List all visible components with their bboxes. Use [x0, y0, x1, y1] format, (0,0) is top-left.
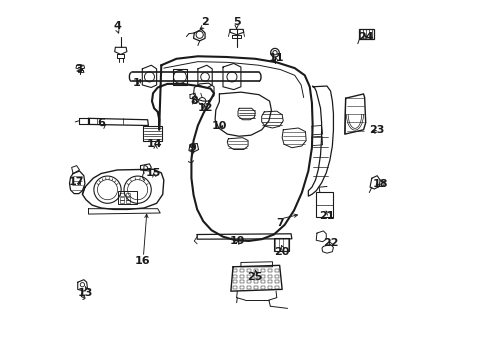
- Bar: [254, 275, 257, 278]
- Bar: [233, 280, 236, 283]
- Text: 11: 11: [268, 53, 284, 63]
- Bar: [275, 280, 278, 283]
- Bar: [126, 193, 130, 196]
- Bar: [254, 269, 257, 272]
- Bar: [261, 286, 264, 289]
- Text: 21: 21: [319, 211, 334, 221]
- Bar: [268, 280, 271, 283]
- Bar: [120, 193, 124, 196]
- Text: 22: 22: [322, 238, 338, 248]
- Text: 25: 25: [247, 272, 263, 282]
- Bar: [240, 286, 243, 289]
- Text: 10: 10: [211, 121, 226, 131]
- Text: 13: 13: [77, 288, 92, 298]
- Text: 2: 2: [201, 17, 208, 27]
- Bar: [254, 280, 257, 283]
- Bar: [261, 269, 264, 272]
- Bar: [240, 269, 243, 272]
- Bar: [233, 275, 236, 278]
- Text: 15: 15: [145, 168, 161, 178]
- Bar: [275, 275, 278, 278]
- Text: 5: 5: [233, 17, 241, 27]
- Bar: [246, 280, 250, 283]
- Bar: [240, 275, 243, 278]
- Bar: [275, 286, 278, 289]
- Bar: [246, 269, 250, 272]
- Bar: [275, 269, 278, 272]
- Text: 9: 9: [188, 143, 196, 153]
- Text: 4: 4: [113, 21, 121, 31]
- Bar: [143, 126, 162, 141]
- Text: 23: 23: [369, 125, 384, 135]
- Text: 14: 14: [147, 139, 163, 149]
- Text: 16: 16: [134, 256, 150, 266]
- Text: 7: 7: [276, 218, 284, 228]
- Bar: [273, 238, 288, 251]
- Bar: [254, 286, 257, 289]
- Bar: [261, 275, 264, 278]
- Text: 12: 12: [197, 103, 212, 113]
- Text: 1: 1: [133, 78, 141, 88]
- Text: 18: 18: [372, 179, 388, 189]
- Bar: [240, 280, 243, 283]
- Bar: [268, 275, 271, 278]
- Bar: [233, 286, 236, 289]
- Bar: [120, 201, 124, 203]
- Bar: [246, 286, 250, 289]
- Bar: [268, 286, 271, 289]
- Text: 8: 8: [190, 96, 198, 106]
- Text: 17: 17: [68, 177, 83, 187]
- Text: 24: 24: [358, 32, 373, 41]
- Text: 6: 6: [97, 118, 105, 128]
- Bar: [233, 269, 236, 272]
- Bar: [126, 201, 130, 203]
- Text: 19: 19: [229, 236, 244, 246]
- Bar: [316, 192, 333, 217]
- Text: 3: 3: [76, 64, 83, 74]
- Bar: [246, 275, 250, 278]
- Bar: [120, 197, 124, 200]
- Bar: [261, 280, 264, 283]
- Bar: [126, 197, 130, 200]
- Text: 20: 20: [274, 247, 289, 257]
- Bar: [118, 191, 137, 204]
- Bar: [268, 269, 271, 272]
- Bar: [358, 29, 373, 40]
